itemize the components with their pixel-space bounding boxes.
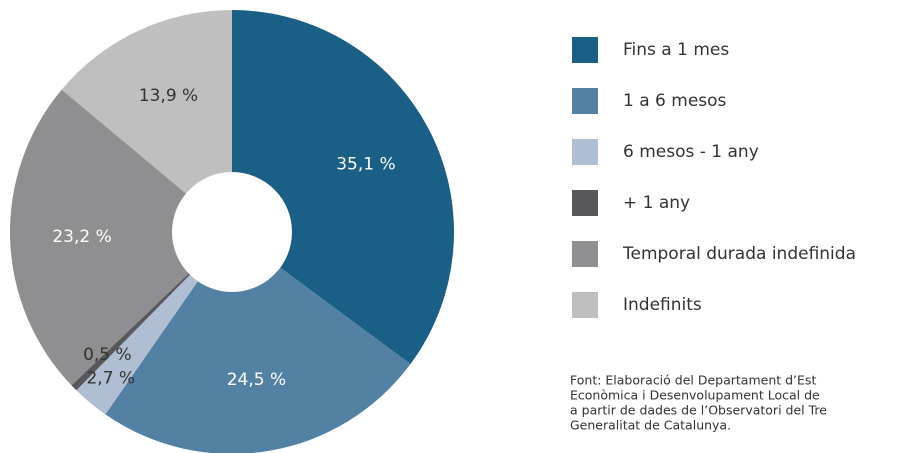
source-note: Generalitat de Catalunya.: [570, 418, 731, 433]
legend-label: Temporal durada indefinida: [622, 244, 856, 264]
pie-slice: [10, 89, 232, 386]
source-note: Font: Elaboració del Departament d’Est: [570, 373, 816, 388]
pie-slice: [61, 10, 232, 232]
legend-label: Indefinits: [623, 295, 702, 315]
pie-slice: [105, 232, 411, 453]
data-label: 13,9 %: [139, 86, 198, 106]
data-label: 23,2 %: [52, 227, 111, 247]
legend-swatch: [572, 241, 598, 267]
legend-swatch: [572, 139, 598, 165]
data-label: 35,1 %: [336, 154, 395, 174]
donut-hole: [172, 172, 292, 292]
source-note: Econòmica i Desenvolupament Local de: [570, 388, 820, 403]
data-label: 24,5 %: [227, 370, 286, 390]
legend-label: + 1 any: [623, 193, 690, 213]
legend-label: 1 a 6 mesos: [623, 91, 727, 111]
legend-label: 6 mesos - 1 any: [623, 142, 759, 162]
legend-label: Fins a 1 mes: [623, 40, 729, 60]
source-note: a partir de dades de l’Observatori del T…: [570, 403, 827, 418]
legend-swatch: [572, 88, 598, 114]
legend-swatch: [572, 292, 598, 318]
legend-swatch: [572, 190, 598, 216]
pie-slice: [232, 10, 455, 365]
legend-swatch: [572, 37, 598, 63]
data-label: 0,5 %: [83, 345, 132, 365]
data-label: 2,7 %: [86, 368, 135, 388]
